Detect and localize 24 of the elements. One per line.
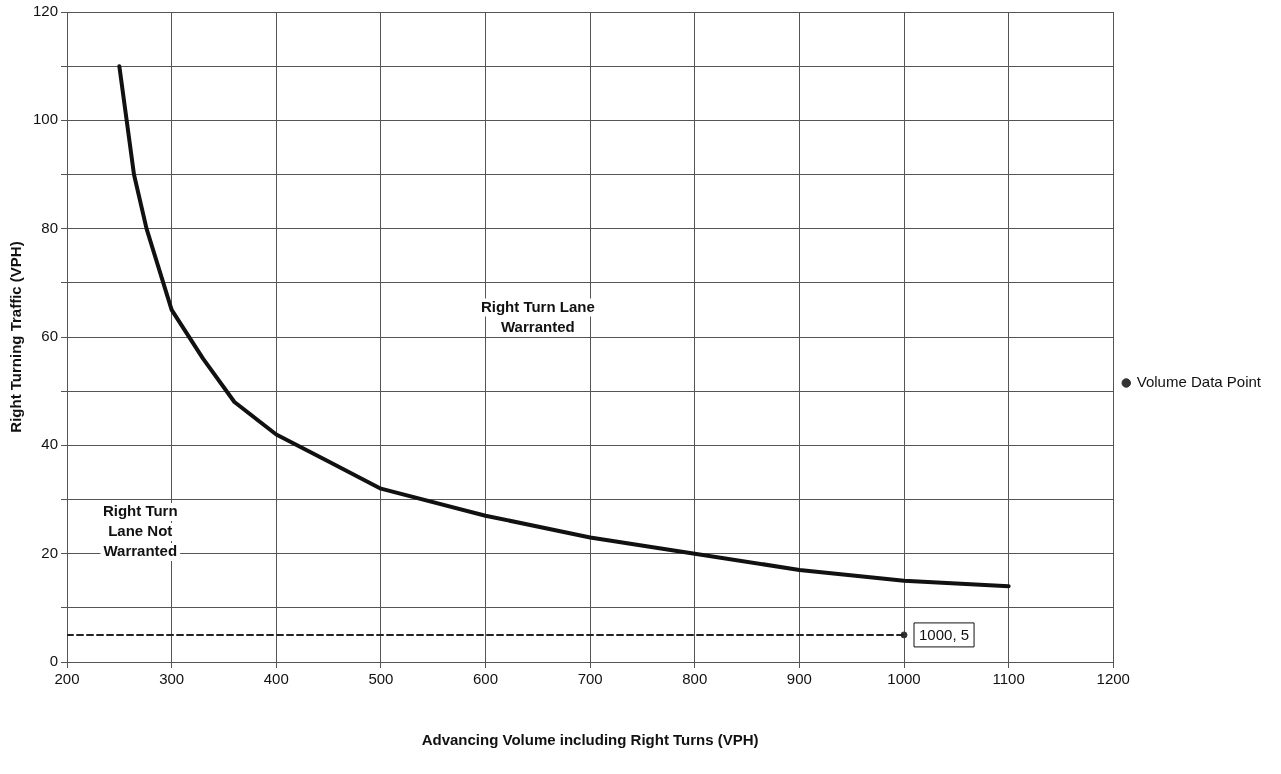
y-tick-label: 20 (41, 543, 59, 561)
x-tick-label: 1200 (1096, 670, 1130, 688)
x-tick-label: 1100 (992, 670, 1025, 688)
annotation: Right Turn Lane Not Warranted (102, 502, 178, 560)
y-tick-label: 0 (49, 652, 59, 670)
y-axis-title: Right Turning Traffic (VPH) (7, 241, 25, 433)
x-tick-label: 500 (368, 670, 394, 688)
legend-label: Volume Data Point (1136, 373, 1262, 391)
x-tick-label: 900 (786, 670, 812, 688)
y-tick-label: 80 (41, 218, 59, 236)
y-tick-label: 40 (41, 435, 59, 453)
y-tick-label: 100 (33, 110, 59, 128)
annotation: Right Turn Lane Warranted (480, 297, 595, 335)
x-tick-label: 300 (159, 670, 185, 688)
x-tick-label: 200 (54, 670, 80, 688)
x-axis-title: Advancing Volume including Right Turns (VPH) (421, 731, 759, 749)
x-tick-label: 600 (473, 670, 499, 688)
x-tick-label: 700 (577, 670, 603, 688)
x-tick-label: 400 (263, 670, 289, 688)
y-tick-label: 60 (41, 327, 59, 345)
x-tick-label: 1000 (887, 670, 921, 688)
y-tick-label: 120 (33, 2, 59, 20)
data-label: 1000, 5 (919, 626, 970, 644)
x-tick-label: 800 (682, 670, 708, 688)
